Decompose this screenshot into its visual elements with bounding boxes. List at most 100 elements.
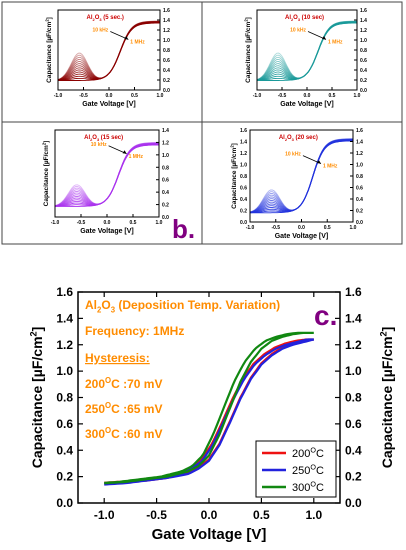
arrow-end-label: 1 MHz	[130, 40, 145, 46]
y-axis-label: Capacitance [µF/cm2]	[229, 143, 238, 209]
series-family	[249, 138, 354, 214]
y-tick-label-left: 1.4	[56, 311, 73, 325]
series-line-14	[55, 144, 159, 207]
series-line-6	[249, 139, 353, 213]
y-tick-label-right: 1.0	[356, 163, 363, 169]
x-tick-label: 0.0	[304, 93, 311, 99]
series-line-13	[58, 22, 160, 81]
y-tick-label-right: 1.6	[356, 128, 363, 134]
frequency-arrowhead	[124, 36, 129, 40]
y-tick-label-left: 0.0	[56, 496, 73, 510]
y-axis-label: Capacitance [µF/cm2]	[41, 141, 50, 207]
y-tick-label-right: 0.8	[345, 391, 362, 405]
x-axis-label: Gate Voltage [V]	[280, 101, 334, 108]
x-axis-label: Gate Voltage [V]	[82, 101, 136, 108]
y-tick-label-right: 0.2	[360, 78, 367, 84]
y-tick-label-right: 0.2	[163, 78, 170, 84]
y-tick-label-left: 0.2	[240, 209, 247, 215]
y-tick-label-right: 0.6	[163, 58, 170, 64]
y-tick-label-right: 1.2	[356, 151, 363, 157]
annotation-4: 200OC :70 mV	[85, 376, 162, 391]
y-tick-label-right: 0.6	[162, 178, 169, 184]
y-tick-label-left: 0.6	[240, 186, 247, 192]
y-tick-label-right: 1.0	[162, 153, 169, 159]
x-tick-label: 0.5	[329, 93, 336, 99]
y-tick-label-right: 1.2	[345, 338, 362, 352]
legend-label-3: 300OC	[292, 480, 324, 494]
x-axis-label: Gate Voltage [V]	[275, 233, 329, 240]
arrow-end-label: 1 MHz	[129, 154, 144, 160]
x-tick-label: -1.0	[51, 220, 60, 226]
series-line-9	[256, 21, 357, 81]
series-line-12	[256, 22, 358, 81]
y-axis-label-right: Capacitance [µF/cm2]	[378, 327, 395, 469]
panel-title: Al2O3 (5 sec.)	[87, 15, 124, 22]
y-tick-label-right: 0.2	[345, 470, 362, 484]
frequency-arrowhead	[122, 150, 127, 154]
y-tick-label-right: 1.2	[360, 28, 367, 34]
series-line-12	[57, 22, 161, 81]
legend-label-1: 200OC	[292, 446, 324, 460]
panel-frame	[201, 121, 403, 245]
y-tick-label-right: 0.4	[345, 443, 362, 457]
y-tick-label-left: 0.4	[56, 443, 73, 457]
x-tick-label: 0.0	[104, 220, 111, 226]
series-line-13	[257, 22, 357, 81]
annotation-2: Frequency: 1MHz	[85, 324, 184, 338]
annotation-5: 250OC :65 mV	[85, 401, 162, 416]
x-tick-label: -0.5	[271, 225, 280, 231]
y-tick-label-left: 1.4	[240, 140, 247, 146]
y-tick-label-right: 1.4	[360, 18, 367, 24]
series-line-10	[57, 21, 161, 81]
y-axis-label-left: Capacitance [µF/cm2]	[28, 327, 45, 469]
y-tick-label-left: 1.2	[240, 151, 247, 157]
y-tick-label-right: 0.8	[356, 174, 363, 180]
x-tick-label: 1.0	[350, 225, 357, 231]
chart-a1: -1.0 -0.5 0.0 0.5 1.00.00.20.40.60.81.01.21.…	[1, 1, 203, 123]
y-tick-label-right: 1.6	[360, 8, 367, 14]
legend-label-2: 250OC	[292, 463, 324, 477]
x-tick-label: 0.0	[106, 93, 113, 99]
y-tick-label-right: 0.8	[360, 48, 367, 54]
x-tick-label: -0.5	[79, 93, 88, 99]
y-tick-label-left: 1.2	[56, 338, 73, 352]
x-axis-label: Gate Voltage [V]	[152, 526, 267, 543]
x-tick-label: -0.5	[146, 508, 167, 522]
series-line-9	[57, 21, 160, 81]
series-line-8	[256, 21, 357, 81]
arrow-end-label: 1 MHz	[328, 40, 343, 46]
legend: 200OC 250OC 300OC	[255, 440, 337, 498]
x-tick-label: 0.5	[324, 225, 331, 231]
y-tick-label-right: 1.4	[356, 140, 363, 146]
annotation-1: Al2O3 (Deposition Temp. Variation)	[85, 298, 280, 315]
annotation-3: Hysteresis:	[85, 351, 150, 365]
series-line-8	[57, 21, 160, 81]
y-tick-label-right: 0.0	[162, 215, 169, 221]
plots-layer: -1.0 -0.5 0.0 0.5 1.0 0.0 0.2 0.4 0.6 0.8 1.0 1.2 1.…	[1, 1, 403, 543]
y-tick-label-left: 0.8	[240, 174, 247, 180]
x-tick-label: -1.0	[246, 225, 255, 231]
y-tick-label-right: 0.4	[356, 197, 363, 203]
y-tick-label-right: 1.0	[360, 38, 367, 44]
chart-b1: -1.0 -0.5 0.0 0.5 1.00.00.20.40.60.81.01.21.…	[1, 121, 203, 245]
chart-a2: -1.0 -0.5 0.0 0.5 1.00.00.20.40.60.81.01.21.…	[201, 1, 403, 123]
y-tick-label-right: 0.6	[356, 186, 363, 192]
y-axis-label: Capacitance [µF/cm2]	[44, 17, 53, 83]
x-tick-label: 1.0	[354, 93, 361, 99]
y-tick-label-right: 0.6	[345, 417, 362, 431]
y-tick-label-left: 0.4	[240, 197, 247, 203]
y-tick-label-right: 0.2	[162, 203, 169, 209]
y-tick-label-left: 1.6	[240, 128, 247, 134]
y-tick-label-right: 0.4	[360, 68, 367, 74]
y-tick-label-right: 0.2	[356, 209, 363, 215]
panel-title: Al2O3 (20 sec)	[279, 135, 318, 142]
y-tick-label-left: 0.6	[56, 417, 73, 431]
y-tick-label-right: 1.0	[163, 38, 170, 44]
y-tick-label-left: 1.0	[56, 364, 73, 378]
series-line-11	[57, 22, 160, 81]
frequency-arrowhead	[316, 160, 321, 164]
y-tick-label-left: 0.8	[56, 391, 73, 405]
y-tick-label-left: 1.6	[56, 285, 73, 299]
y-axis-label: Capacitance [µF/cm2]	[243, 17, 252, 83]
